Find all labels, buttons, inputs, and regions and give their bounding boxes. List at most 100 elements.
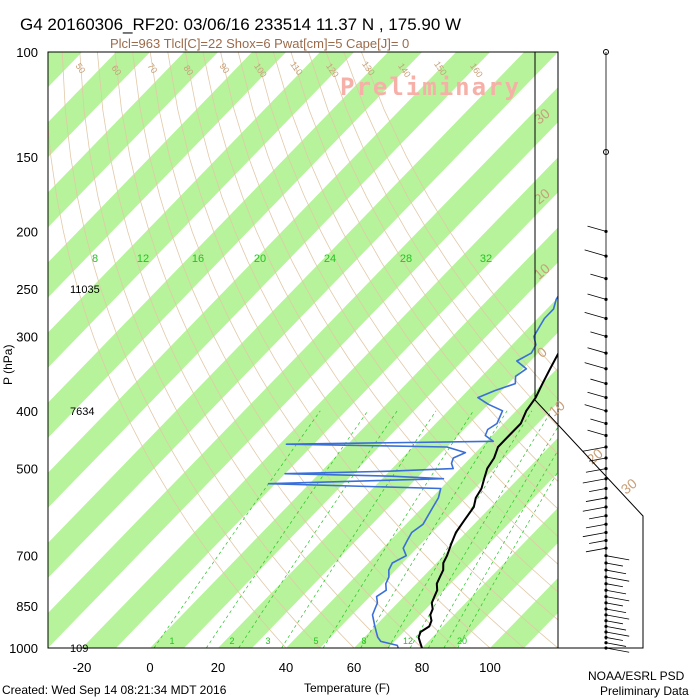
wind-barb — [589, 540, 607, 544]
mixing-ratio-label: 12 — [137, 253, 149, 265]
dry-adiabat — [167, 52, 525, 648]
mixing-ratio-bottom-label: 2 — [229, 636, 234, 646]
wind-barb-dot — [604, 575, 608, 579]
isotherm-band — [48, 87, 558, 648]
wind-barb — [584, 249, 607, 257]
dry-adiabat — [343, 52, 558, 400]
y-tick-label: 400 — [16, 404, 38, 419]
wind-barb-dot — [604, 381, 608, 386]
wind-barb — [585, 468, 607, 473]
mixing-ratio-line — [238, 410, 398, 648]
chart-title: G4 20160306_RF20: 03/06/16 233514 11.37 … — [20, 15, 461, 34]
wind-barb — [589, 488, 607, 492]
wind-barb — [605, 631, 630, 637]
wind-barb — [585, 497, 607, 502]
wind-barb-dot — [604, 496, 608, 500]
wind-barb — [605, 589, 627, 595]
wind-barb-dot — [604, 316, 608, 321]
wind-barb — [590, 378, 607, 384]
mixing-ratio-bottom-label: 3 — [265, 636, 270, 646]
dry-adiabat — [273, 52, 558, 510]
dry-adiabat — [149, 52, 491, 648]
dry-adiabat — [290, 52, 558, 483]
isotherm-band — [286, 367, 558, 648]
mixing-ratio-label: 20 — [254, 253, 266, 265]
wind-barb — [605, 620, 623, 625]
mixing-ratio-label: 8 — [92, 253, 98, 265]
dry-adiabat — [325, 52, 558, 428]
x-tick-label: 60 — [347, 660, 361, 675]
wind-barb — [584, 311, 607, 319]
wind-barb — [605, 576, 630, 582]
isotherm-top-label: 70 — [145, 61, 159, 75]
isotherm-band — [48, 52, 83, 88]
wind-barb — [605, 647, 630, 653]
isotherm-band — [354, 437, 558, 648]
dry-adiabat — [48, 121, 287, 648]
wind-barb-dot — [604, 630, 608, 634]
watermark: Preliminary — [340, 73, 521, 101]
dry-adiabat — [237, 52, 558, 565]
wind-barb-dot — [604, 522, 608, 526]
wind-barb-dot — [604, 433, 608, 438]
isotherm-band — [150, 227, 558, 648]
dry-adiabat — [308, 52, 558, 455]
wind-barb — [585, 523, 607, 529]
footer-created: Created: Wed Sep 14 08:21:34 MDT 2016 — [2, 683, 227, 697]
dry-adiabat — [220, 52, 558, 593]
dry-adiabat — [185, 52, 558, 648]
x-tick-label: 80 — [415, 660, 429, 675]
dry-adiabat — [361, 52, 558, 373]
y-tick-label: 500 — [16, 462, 38, 477]
wind-barb — [605, 583, 623, 588]
mixing-ratio-label: 28 — [400, 253, 412, 265]
isotherm-top-label: 90 — [217, 61, 231, 75]
mixing-ratio-line — [206, 410, 369, 648]
wind-barb-dot — [604, 351, 608, 355]
wind-barb-dot — [604, 646, 608, 650]
y-tick-label: 250 — [16, 282, 38, 297]
wind-barb — [605, 608, 627, 614]
mixing-ratio-bottom-label: 8 — [361, 636, 366, 646]
wind-barb-dot — [604, 635, 608, 640]
wind-barb — [605, 614, 630, 620]
dry-adiabat — [61, 52, 321, 648]
wind-barb — [590, 273, 607, 279]
dry-adiabat — [202, 52, 558, 621]
wind-barb — [605, 637, 623, 641]
dry-adiabat — [255, 52, 558, 538]
mixing-ratio-bottom-label: 12 — [403, 636, 413, 646]
mixing-ratio-line — [387, 410, 533, 648]
wind-barb — [605, 596, 630, 602]
wind-barb-dot — [604, 601, 608, 605]
y-tick-label: 700 — [16, 549, 38, 564]
mixing-ratio-bottom-label: 20 — [457, 636, 467, 646]
barb-calm-marker — [603, 149, 609, 155]
x-tick-label: 40 — [279, 660, 293, 675]
y-tick-label: 150 — [16, 150, 38, 165]
isotherm-band — [48, 52, 355, 368]
wind-barb-dot — [604, 421, 608, 426]
plot-frame — [47, 51, 559, 649]
wind-barb — [590, 331, 607, 337]
wind-barb — [605, 602, 623, 607]
wind-barb — [590, 418, 607, 424]
x-tick-label: 0 — [146, 660, 153, 675]
wind-barb — [587, 347, 607, 354]
wind-barb — [584, 404, 607, 412]
wind-barb-dot — [604, 445, 608, 449]
isotherm-band — [82, 157, 558, 648]
height-label: 7634 — [70, 406, 94, 418]
y-tick-label: 1000 — [9, 641, 38, 656]
mixing-ratio-label: 24 — [324, 253, 336, 265]
dry-adiabat — [114, 52, 423, 648]
temperature-trace — [417, 352, 558, 648]
mixing-ratio-label: 32 — [480, 253, 492, 265]
barb-panel-outline — [534, 52, 644, 649]
y-tick-label: 850 — [16, 599, 38, 614]
height-label: 11035 — [70, 284, 100, 296]
barb-calm-marker — [603, 49, 609, 55]
isotherm-top-label: 50 — [73, 61, 87, 75]
